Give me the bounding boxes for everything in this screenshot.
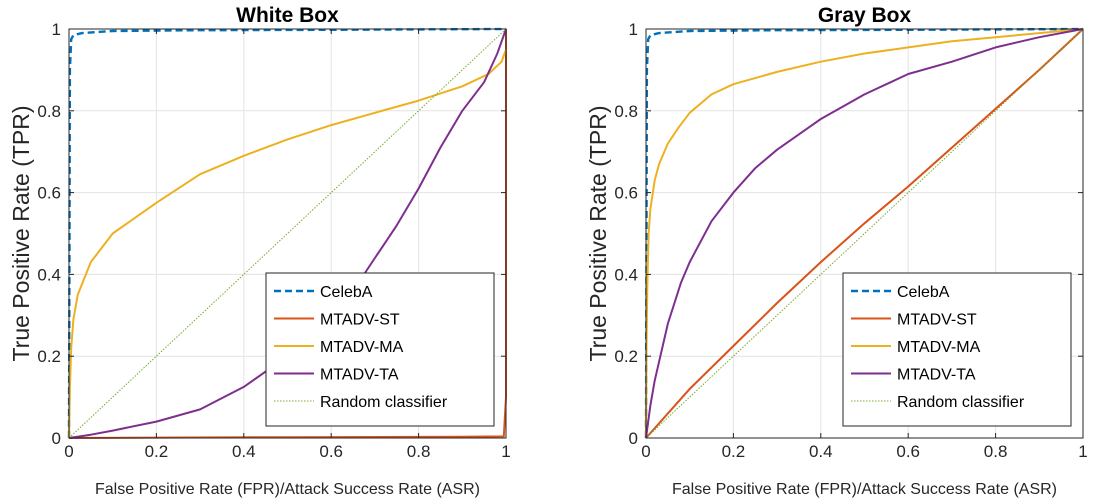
y-tick-label: 0.4 <box>614 265 638 284</box>
x-tick-label: 0 <box>641 442 650 461</box>
y-tick-label: 0.6 <box>37 184 61 203</box>
x-tick-label: 0.6 <box>896 442 920 461</box>
legend: CelebA MTADV-ST MTADV-MA MTADV-TA Random cla… <box>842 272 1072 427</box>
chart-title: White Box <box>236 4 339 27</box>
legend-label-mtadv-ta: MTADV-TA <box>897 367 976 384</box>
axes-box <box>68 28 507 439</box>
x-tick-label: 0 <box>64 442 73 461</box>
y-tick-label: 0 <box>629 429 638 448</box>
legend-label-mtadv-ma: MTADV-MA <box>320 339 404 356</box>
series-line-mtadv-ma <box>645 28 1084 439</box>
legend-label-mtadv-st: MTADV-ST <box>320 312 400 329</box>
chart-panel-1: 0 0.2 0.4 0.6 0.8 1 0 0.2 0.4 0.6 0.8 1 Gray Box Fals… <box>585 4 1088 498</box>
y-axis-label: True Positive Rate (TPR) <box>585 105 611 361</box>
chart-title: Gray Box <box>818 4 912 27</box>
legend-label-mtadv-ta: MTADV-TA <box>320 367 399 384</box>
y-axis-label: True Positive Rate (TPR) <box>8 105 34 361</box>
y-tick-label: 0.6 <box>614 184 638 203</box>
series-line-celeba <box>644 27 1084 439</box>
chart-panel-0: 0 0.2 0.4 0.6 0.8 1 0 0.2 0.4 0.6 0.8 1 White Box Fal… <box>8 4 511 498</box>
legend-label-celeba: CelebA <box>897 284 950 301</box>
series-line-random-classifier <box>68 28 507 439</box>
x-tick-label: 0.4 <box>809 442 833 461</box>
x-tick-label: 1 <box>501 442 510 461</box>
legend-label-celeba: CelebA <box>320 284 373 301</box>
legend-label-random-classifier: Random classifier <box>897 394 1025 411</box>
axes-box <box>645 28 1084 439</box>
x-tick-label: 0.8 <box>984 442 1008 461</box>
y-tick-label: 0.8 <box>614 102 638 121</box>
series-line-mtadv-st <box>645 28 1084 439</box>
x-tick-label: 0.6 <box>319 442 343 461</box>
y-tick-label: 0.8 <box>37 102 61 121</box>
x-tick-label: 0.2 <box>145 442 169 461</box>
y-tick-label: 0.2 <box>37 347 61 366</box>
y-tick-label: 1 <box>52 20 61 39</box>
x-tick-label: 0.2 <box>722 442 746 461</box>
legend-label-mtadv-st: MTADV-ST <box>897 312 977 329</box>
legend-label-random-classifier: Random classifier <box>320 394 448 411</box>
x-tick-label: 1 <box>1078 442 1087 461</box>
x-tick-label: 0.8 <box>407 442 431 461</box>
legend: CelebA MTADV-ST MTADV-MA MTADV-TA Random cla… <box>265 272 495 427</box>
y-tick-label: 1 <box>629 20 638 39</box>
y-tick-label: 0.4 <box>37 265 61 284</box>
y-tick-label: 0.2 <box>614 347 638 366</box>
series-line-mtadv-ma <box>68 49 507 439</box>
x-tick-label: 0.4 <box>232 442 256 461</box>
series-line-random-classifier <box>645 28 1084 439</box>
series-line-celeba <box>67 27 507 439</box>
x-axis-label: False Positive Rate (FPR)/Attack Success… <box>672 481 1057 498</box>
x-axis-label: False Positive Rate (FPR)/Attack Success… <box>95 481 480 498</box>
legend-label-mtadv-ma: MTADV-MA <box>897 339 981 356</box>
y-tick-label: 0 <box>52 429 61 448</box>
series-line-mtadv-ta <box>645 28 1084 439</box>
